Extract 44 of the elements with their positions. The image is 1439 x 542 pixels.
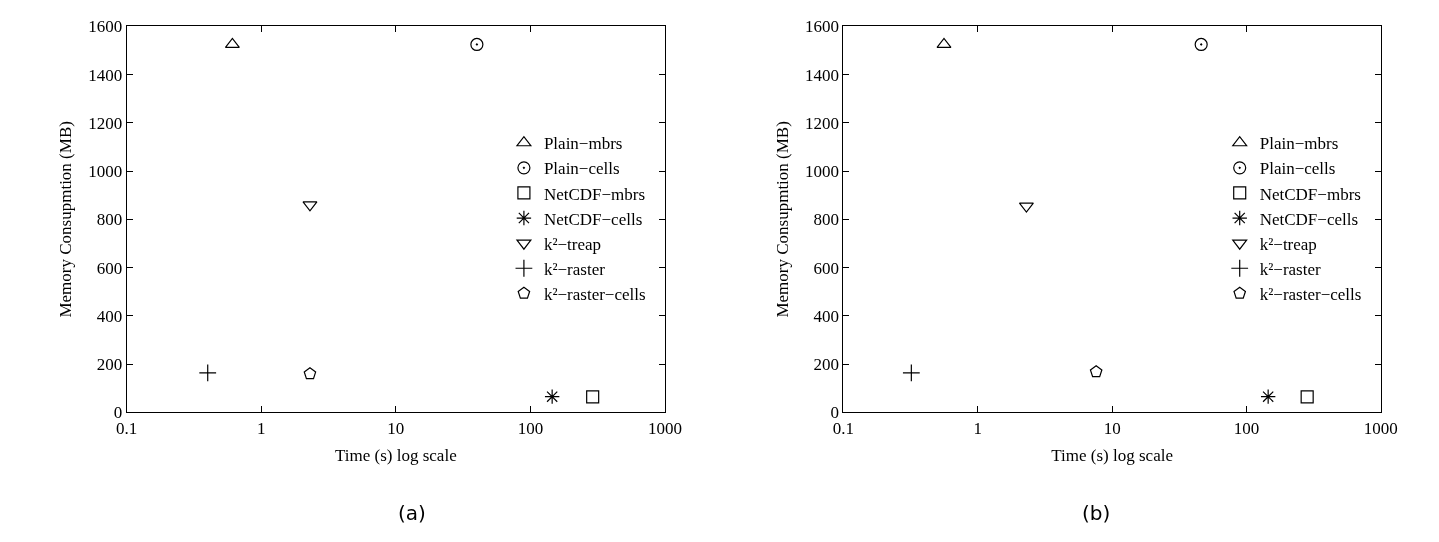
y-tick-label: 800 (96, 210, 123, 230)
x-tick-label: 1 (973, 418, 983, 438)
y-tick-label: 400 (96, 306, 123, 326)
x-tick-label: 100 (517, 418, 544, 438)
y-tick-label: 400 (813, 306, 840, 326)
legend-label: k²−treap (1259, 234, 1317, 254)
legend-label: Plain−cells (1259, 159, 1336, 179)
y-axis-title: Memory Consupmtion (MB) (772, 121, 792, 318)
text: (b) (1082, 501, 1111, 525)
y-tick-label: 200 (96, 355, 123, 375)
x-tick-label: 1000 (648, 418, 683, 438)
legend-label: NetCDF−mbrs (1259, 184, 1361, 204)
y-tick-label: 1600 (88, 17, 123, 37)
legend-label: k²−raster−cells (543, 284, 646, 304)
legend-label: k²−raster (543, 259, 606, 279)
legend-label: k²−raster (1259, 259, 1321, 279)
y-tick-label: 1000 (88, 162, 123, 182)
y-tick-label: 1200 (88, 113, 123, 133)
legend-label: Plain−mbrs (1259, 134, 1339, 154)
x-tick-label: 10 (1103, 418, 1121, 438)
x-axis-title: Time (s) log scale (1051, 446, 1173, 466)
y-tick-label: 800 (813, 210, 840, 230)
y-tick-label: 600 (96, 258, 123, 278)
legend-label: k²−treap (543, 234, 602, 254)
y-axis-title: Memory Consupmtion (MB) (55, 121, 75, 318)
y-tick-label: 200 (813, 355, 840, 375)
text: (a) (398, 501, 426, 525)
y-tick-label: 1400 (88, 65, 123, 85)
legend-label: NetCDF−mbrs (543, 184, 646, 204)
legend-label: Plain−mbrs (543, 134, 623, 154)
y-tick-label: 1000 (805, 162, 840, 182)
legend-label: k²−raster−cells (1259, 284, 1362, 304)
x-tick-label: 10 (387, 418, 405, 438)
x-tick-label: 1 (257, 418, 266, 438)
legend-label: NetCDF−cells (1259, 209, 1359, 229)
legend-label: NetCDF−cells (543, 209, 643, 229)
y-tick-label: 1400 (805, 65, 840, 85)
y-tick-label: 1200 (805, 113, 840, 133)
x-axis-title: Time (s) log scale (335, 446, 457, 466)
y-tick-label: 1600 (805, 17, 840, 37)
y-tick-label: 600 (813, 258, 840, 278)
x-tick-label: 1000 (1363, 418, 1398, 438)
legend-label: Plain−cells (543, 159, 620, 179)
x-tick-label: 100 (1233, 418, 1260, 438)
